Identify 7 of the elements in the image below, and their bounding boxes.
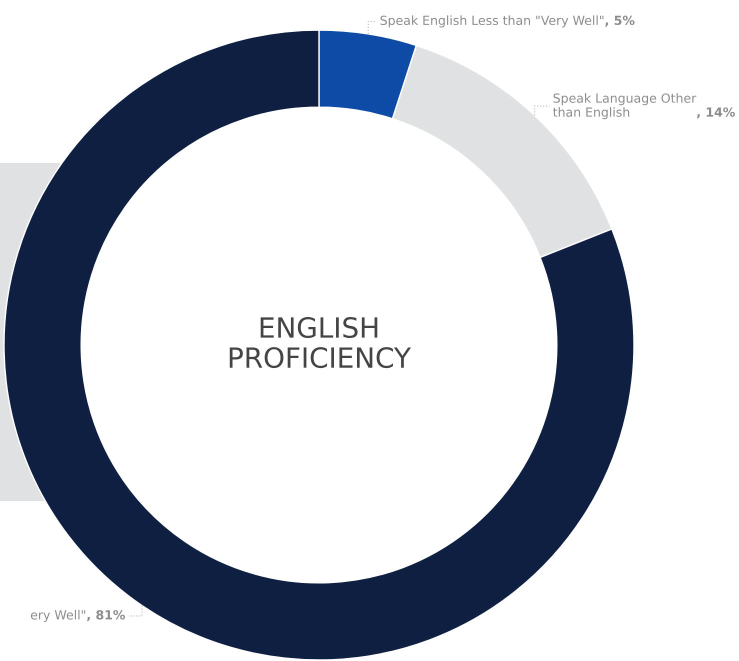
slice-label: Speak English Less than "Very Well"	[380, 15, 604, 28]
data-label: , 14%	[696, 107, 735, 118]
data-label: , 81%	[87, 610, 126, 622]
data-label: , 5%	[605, 16, 635, 27]
slice-label: Speak Language Other than English	[553, 93, 696, 120]
text: ENGLISH PROFICIENCY	[230, 317, 411, 368]
slice-label: ery Well"	[30, 610, 86, 622]
